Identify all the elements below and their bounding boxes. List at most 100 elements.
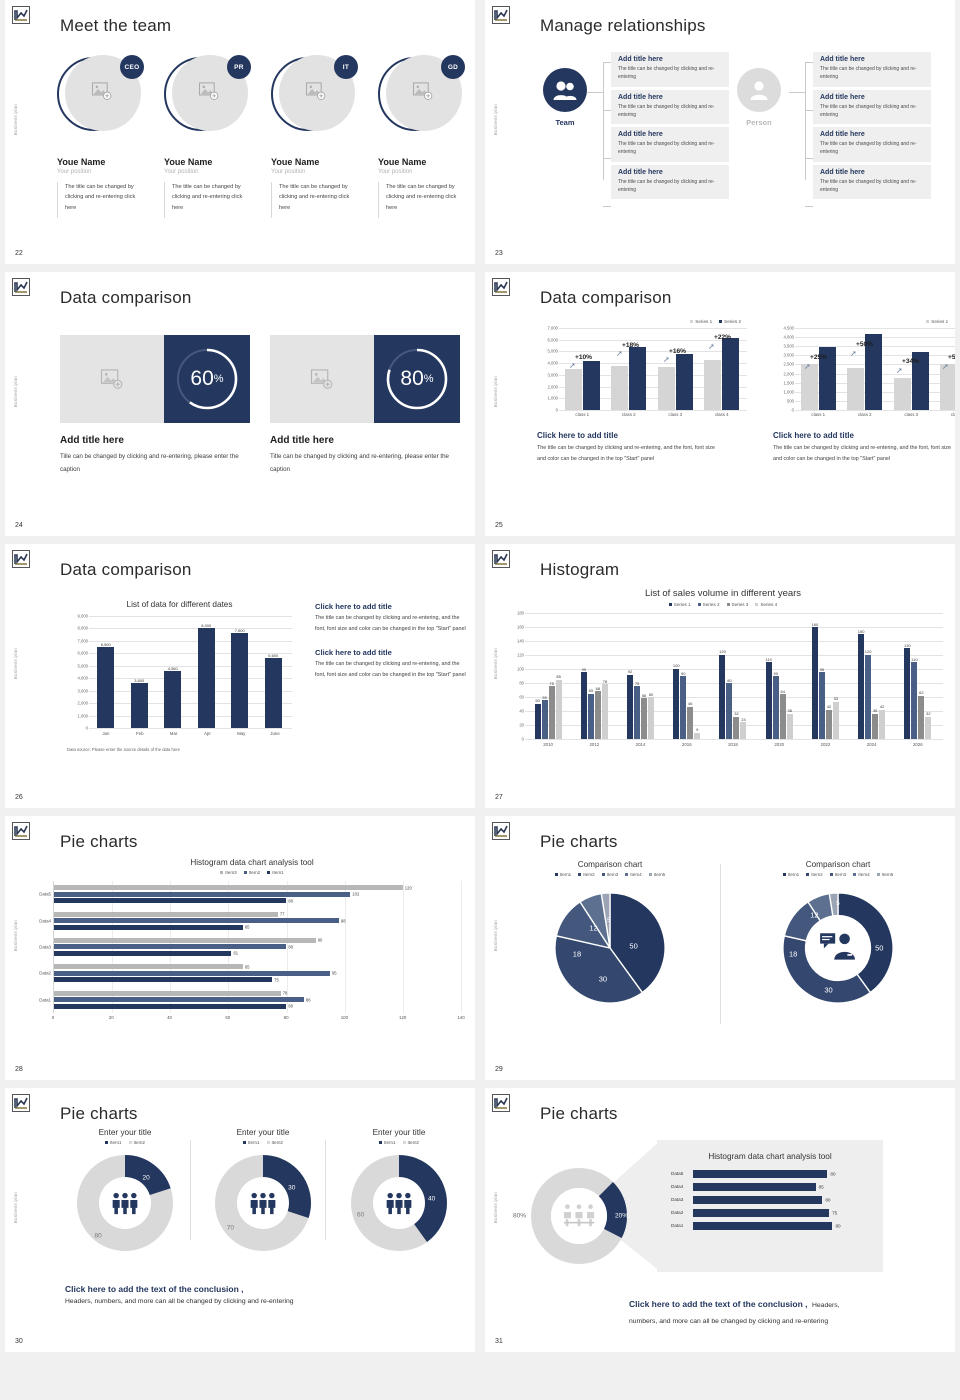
x-tick: 2022 <box>820 742 831 747</box>
x-tick: class 3 <box>668 412 683 417</box>
legend-item: Item1 <box>243 1140 260 1145</box>
avatar: GD <box>378 55 467 137</box>
relationship-item[interactable]: Add title here The title can be changed … <box>611 164 729 199</box>
slice-value: 5 <box>607 917 611 924</box>
relationship-item[interactable]: Add title here The title can be changed … <box>611 52 729 87</box>
text-block[interactable]: Click here to add title The title can be… <box>315 602 467 634</box>
y-tick: 100 <box>517 666 524 672</box>
bar: 80 <box>726 678 733 739</box>
item-title: Add title here <box>820 56 865 63</box>
legend-item: Item2 <box>402 1140 419 1145</box>
bar-value: 58 <box>641 692 647 698</box>
image-placeholder-icon[interactable] <box>91 82 113 101</box>
growth-arrow-icon: ➚ <box>708 342 715 351</box>
y-tick: 7,000 <box>77 638 88 644</box>
growth-arrow-icon: ➚ <box>850 349 857 358</box>
y-tick: 1,000 <box>77 713 88 719</box>
bar: 36 <box>872 708 879 739</box>
member-description: The title can be changed by clicking and… <box>57 182 146 218</box>
bar: 32 <box>733 711 740 739</box>
legend-item: Item5 <box>648 872 665 877</box>
bar: 85 <box>555 674 562 739</box>
bar <box>54 924 243 930</box>
relationship-item[interactable]: Add title here The title can be changed … <box>813 89 931 124</box>
legend-label: Item1 <box>248 1140 260 1145</box>
bar-group <box>559 328 606 410</box>
percent-panel: 80% <box>374 335 460 423</box>
x-tick: 120 <box>399 1015 407 1020</box>
bar-value: 130 <box>904 642 911 648</box>
y-tick: 0 <box>555 407 558 413</box>
side-label: Business plan <box>13 104 18 136</box>
bar-value: 65 <box>244 964 250 970</box>
bar <box>675 353 693 410</box>
relationship-item[interactable]: Add title here The title can be changed … <box>813 127 931 162</box>
bar-group: 3,600 <box>123 616 157 728</box>
y-tick: 3,000 <box>547 372 558 378</box>
bar <box>818 346 836 410</box>
bar: 9 <box>694 727 701 739</box>
y-tick: 140 <box>517 638 524 644</box>
relationship-item[interactable]: Add title here The title can be changed … <box>813 164 931 199</box>
legend-item: Item2 <box>243 870 260 875</box>
bar-value: 75 <box>549 680 554 686</box>
logo-icon <box>492 550 510 568</box>
bar <box>693 1169 828 1178</box>
percent-value: 60% <box>174 346 240 412</box>
bar-groups: 50 55 75 85 95 65 68 78 92 75 58 <box>525 613 941 739</box>
y-tick: 5,000 <box>547 348 558 354</box>
member-description: The title can be changed by clicking and… <box>271 182 360 218</box>
legend-label: Series 2 <box>724 319 741 324</box>
bar-group: Data2 65 95 75 <box>39 960 461 986</box>
relationship-item[interactable]: Add title here The title can be changed … <box>611 89 729 124</box>
team-member-card[interactable]: CEO Youe Name Your position The title ca… <box>57 55 146 218</box>
footer-title: Click here to add title <box>537 431 618 440</box>
x-tick: Mar <box>169 731 178 736</box>
bar-group <box>652 328 699 410</box>
bar-value: 80 <box>830 1171 836 1176</box>
text-block[interactable]: Click here to add title The title can be… <box>315 648 467 680</box>
relationship-item[interactable]: Add title here The title can be changed … <box>611 127 729 162</box>
image-placeholder-icon[interactable] <box>60 335 164 423</box>
bar-row: 80 <box>54 944 293 950</box>
footer-description: The title can be changed by clicking and… <box>773 445 952 462</box>
legend-item: Item2 <box>128 1140 145 1145</box>
avatar: CEO <box>57 55 146 137</box>
block-caption: Tille can be changed by clicking and re-… <box>60 453 239 474</box>
bar <box>693 1208 830 1217</box>
slide-meet-the-team: Business plan Meet the team CEO Youe Nam… <box>5 0 475 264</box>
member-name: Youe Name <box>57 157 106 167</box>
image-placeholder-icon[interactable] <box>198 82 220 101</box>
donut-chart: 80% 20% <box>513 1166 629 1266</box>
relationship-item[interactable]: Add title here The title can be changed … <box>813 52 931 87</box>
bar-row: 75 <box>54 977 279 983</box>
bar-value: 42 <box>879 704 885 710</box>
team-member-card[interactable]: GD Youe Name Your position The title can… <box>378 55 467 218</box>
x-tick: 60 <box>225 1015 231 1020</box>
page-number: 30 <box>15 1338 23 1345</box>
people-icon <box>237 1177 289 1229</box>
x-tick: class 3 <box>904 412 919 417</box>
donut-panel: Enter your title Item1 Item2 <box>55 1128 195 1251</box>
bar <box>54 885 403 891</box>
percent-sign: % <box>423 373 434 385</box>
team-member-card[interactable]: IT Youe Name Your position The title can… <box>271 55 360 218</box>
team-member-card[interactable]: PR Youe Name Your position The title can… <box>164 55 253 218</box>
x-tick: class 4 <box>950 412 955 417</box>
chart-legend: Series 1 Series 2 Series 3 Series 4 <box>503 602 943 607</box>
legend-label: Series 1 <box>673 602 691 607</box>
image-placeholder-icon[interactable] <box>305 82 327 101</box>
image-placeholder-icon[interactable] <box>270 335 374 423</box>
y-tick: 0 <box>521 736 524 742</box>
legend-item: Item1 <box>379 1140 396 1145</box>
logo-icon <box>492 278 510 296</box>
bar-group: Data5 120 102 80 <box>39 881 461 907</box>
donut-chart: 20 80 <box>77 1155 173 1251</box>
logo-icon <box>12 278 30 296</box>
image-placeholder-icon[interactable] <box>412 82 434 101</box>
bar-group: Data4 77 98 65 <box>39 907 461 933</box>
bar-row: Data4 85 <box>671 1180 861 1193</box>
role-badge: IT <box>334 55 358 79</box>
bar <box>54 977 273 983</box>
item-description: The title can be changed by clicking and… <box>618 103 715 118</box>
